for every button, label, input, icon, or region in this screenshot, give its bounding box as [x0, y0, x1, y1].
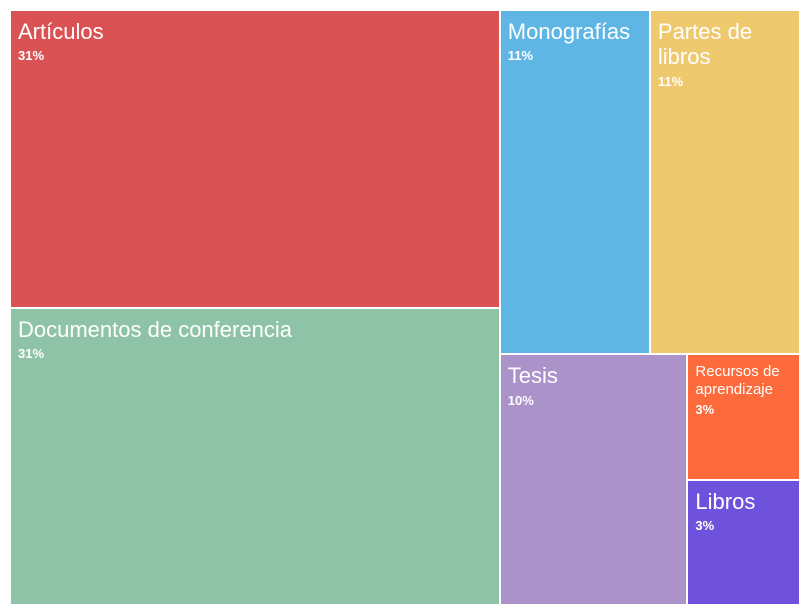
tile-label: Recursos de aprendizaje	[695, 363, 780, 398]
tile-label: Partes de libros	[657, 19, 753, 70]
treemap: Artículos 31% Documentos de conferencia 31%…	[10, 10, 800, 605]
tile-value: 31%	[18, 345, 45, 361]
tile-value: 3%	[695, 518, 715, 534]
tile: Partes de libros 11%	[649, 10, 800, 355]
tile-value: 3%	[695, 401, 715, 417]
tile: Artículos 31%	[10, 10, 500, 308]
tile: Recursos de aprendizaje 3%	[687, 354, 800, 480]
tile: Documentos de conferencia 31%	[10, 307, 500, 605]
tile-label: Documentos de conferencia	[18, 316, 292, 342]
tile-value: 11%	[657, 73, 684, 89]
tile-label: Monografías	[507, 19, 631, 44]
tile-label: Libros	[695, 488, 756, 514]
tile-value: 11%	[507, 48, 534, 64]
tile: Libros 3%	[687, 479, 800, 605]
tile-label: Artículos	[18, 19, 104, 44]
tile: Monografías 11%	[499, 10, 650, 355]
tile: Tesis 10%	[499, 354, 688, 605]
tile-value: 31%	[18, 48, 45, 64]
tile-value: 10%	[507, 392, 534, 408]
tile-label: Tesis	[507, 363, 558, 389]
